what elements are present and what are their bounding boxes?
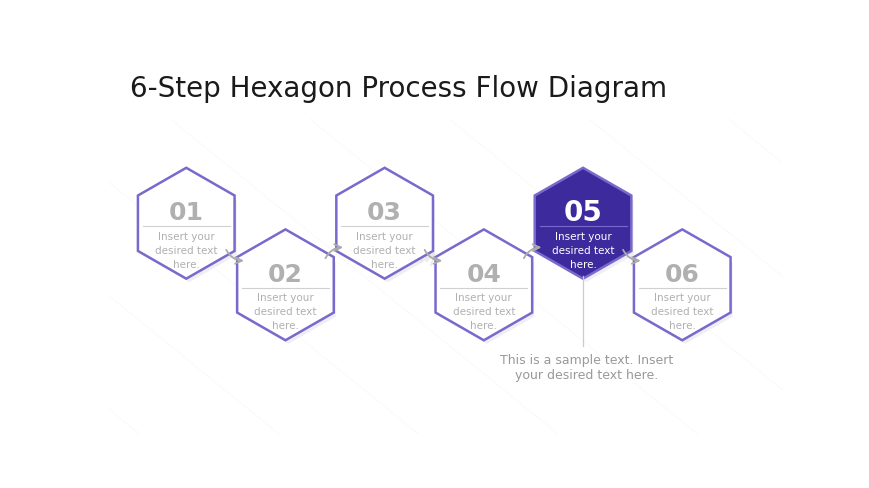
Text: 04: 04: [466, 262, 501, 286]
Text: 02: 02: [268, 262, 302, 286]
Text: Insert your
desired text
here.: Insert your desired text here.: [452, 293, 514, 331]
Polygon shape: [637, 236, 732, 344]
Polygon shape: [534, 168, 631, 279]
Text: Insert your
desired text
here.: Insert your desired text here.: [254, 293, 316, 331]
Text: Insert your
desired text
here.: Insert your desired text here.: [353, 231, 415, 269]
Polygon shape: [439, 236, 534, 344]
Polygon shape: [336, 168, 433, 279]
Polygon shape: [138, 168, 235, 279]
Text: 06: 06: [664, 262, 699, 286]
Polygon shape: [435, 230, 532, 341]
Polygon shape: [538, 174, 633, 283]
Text: This is a sample text. Insert
your desired text here.: This is a sample text. Insert your desir…: [500, 353, 673, 381]
Text: Insert your
desired text
here.: Insert your desired text here.: [155, 231, 217, 269]
Text: Insert your
desired text
here.: Insert your desired text here.: [551, 231, 614, 269]
Polygon shape: [237, 230, 334, 341]
Polygon shape: [142, 174, 236, 283]
Polygon shape: [340, 174, 434, 283]
Text: Insert your
desired text
here.: Insert your desired text here.: [650, 293, 713, 331]
Polygon shape: [241, 236, 335, 344]
Text: SlideModel.com: SlideModel.com: [375, 236, 516, 297]
Text: 03: 03: [367, 201, 401, 224]
Polygon shape: [634, 230, 730, 341]
Text: 01: 01: [169, 201, 203, 224]
Text: 05: 05: [563, 199, 602, 227]
Text: 6-Step Hexagon Process Flow Diagram: 6-Step Hexagon Process Flow Diagram: [130, 75, 667, 103]
